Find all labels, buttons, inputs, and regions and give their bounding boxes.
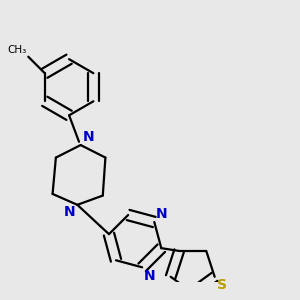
Text: N: N bbox=[64, 206, 76, 220]
Text: N: N bbox=[82, 130, 94, 144]
Text: CH₃: CH₃ bbox=[8, 45, 27, 55]
Text: N: N bbox=[144, 268, 155, 283]
Text: S: S bbox=[217, 278, 226, 292]
Text: N: N bbox=[156, 207, 168, 221]
